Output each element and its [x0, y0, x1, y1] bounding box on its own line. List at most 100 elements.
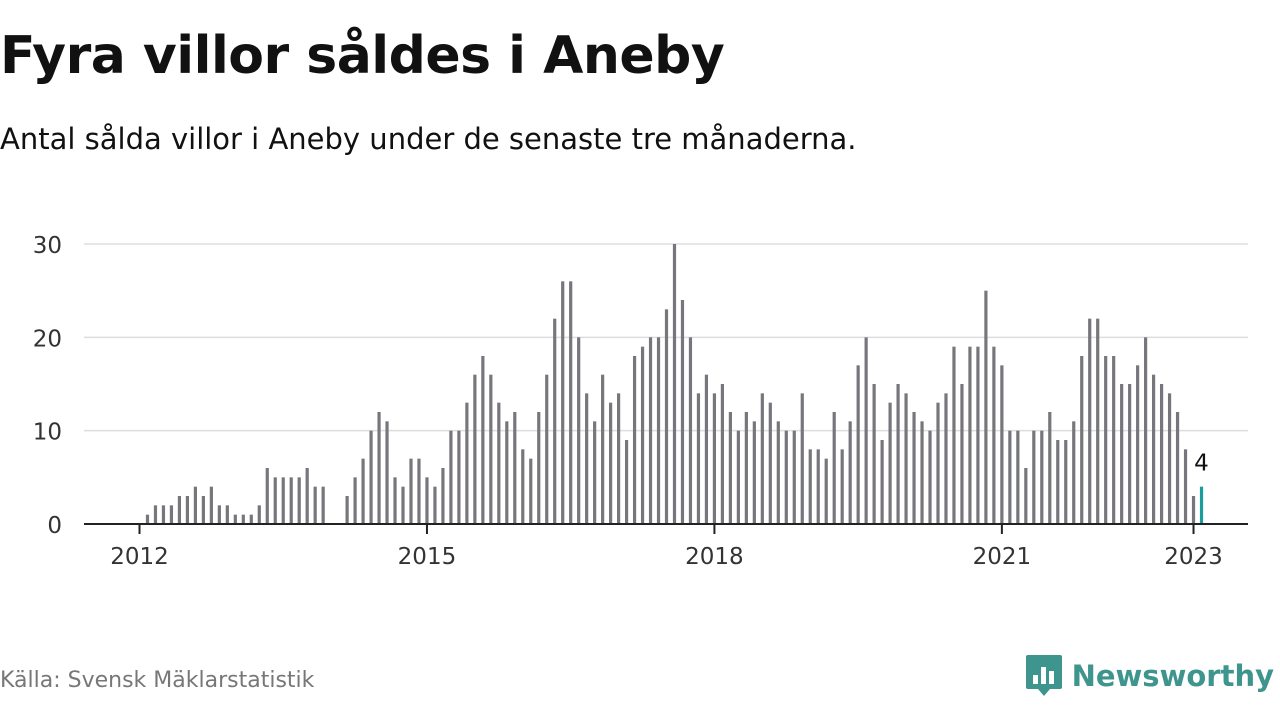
bar [1032, 430, 1036, 524]
y-tick-label: 10 [33, 420, 62, 446]
bar [720, 384, 725, 524]
bar [409, 458, 413, 524]
bar [992, 346, 996, 524]
bar [1064, 440, 1068, 524]
bar [1175, 412, 1180, 524]
bar [1000, 365, 1004, 524]
bar [872, 384, 876, 524]
bar [489, 374, 493, 524]
bar [217, 505, 221, 524]
x-tick-label: 2018 [685, 544, 744, 570]
bar [880, 440, 884, 524]
bar [848, 421, 852, 524]
bar [273, 477, 277, 524]
bar [345, 496, 349, 524]
bar [201, 496, 205, 524]
bar [585, 393, 589, 524]
bar [752, 421, 756, 524]
bar [984, 290, 988, 524]
bar [864, 337, 868, 524]
bar [944, 393, 948, 524]
bar [281, 477, 285, 524]
bar [912, 412, 916, 524]
bar [513, 412, 517, 524]
x-axis-ticks: 2012 2015 2018 2021 2023 [110, 524, 1223, 570]
bar [425, 477, 429, 524]
bar [760, 393, 764, 524]
y-axis-ticks: 0 10 20 30 [33, 233, 62, 539]
bar [1112, 356, 1116, 524]
bar [624, 440, 629, 524]
x-tick-label: 2023 [1164, 544, 1223, 570]
bar [209, 486, 213, 524]
bar [712, 393, 717, 524]
bar [776, 421, 780, 524]
bar [185, 496, 190, 524]
bar [449, 430, 453, 524]
bar [1120, 384, 1124, 524]
chart-title: Fyra villor såldes i Aneby [0, 26, 725, 86]
bar [417, 458, 421, 524]
bar [1104, 356, 1108, 524]
y-tick-label: 0 [47, 513, 62, 539]
bar [672, 244, 677, 524]
bar [297, 477, 301, 524]
bar [936, 402, 940, 524]
bar [840, 449, 844, 524]
x-tick-label: 2015 [398, 544, 457, 570]
bar [1151, 374, 1156, 524]
bar [664, 309, 669, 524]
bar [1072, 421, 1076, 524]
bar [577, 337, 581, 524]
bar [177, 496, 182, 524]
bar [1080, 356, 1084, 524]
newsworthy-chat-chart-icon [1025, 655, 1062, 696]
bar [233, 514, 237, 524]
bar [617, 393, 621, 524]
bar [1016, 430, 1020, 524]
bar [928, 430, 932, 524]
bar [696, 393, 701, 524]
newsworthy-logo: Newsworthy [1025, 654, 1274, 698]
bar [353, 477, 357, 524]
bar [1056, 440, 1060, 524]
bar [497, 402, 501, 524]
bar [648, 337, 653, 524]
bar [153, 505, 158, 524]
bar [1040, 430, 1044, 524]
bar [680, 300, 685, 524]
y-tick-label: 20 [33, 326, 62, 352]
bar [225, 505, 229, 524]
bar [976, 346, 980, 524]
bar [609, 402, 613, 524]
bar [537, 412, 541, 524]
bar [545, 374, 549, 524]
bar [1136, 365, 1140, 524]
bar [393, 477, 397, 524]
bar [920, 421, 924, 524]
highlight-value-label: 4 [1194, 451, 1209, 477]
bar [968, 346, 972, 524]
bar [465, 402, 469, 524]
bar [289, 477, 293, 524]
bar [856, 365, 860, 524]
bar [313, 486, 317, 524]
bar [361, 458, 365, 524]
bar [457, 430, 461, 524]
bar [305, 468, 309, 524]
bar-highlight [1199, 486, 1204, 524]
bar [401, 486, 405, 524]
bar [161, 505, 166, 524]
bar [1159, 384, 1164, 524]
bar [441, 468, 445, 524]
bar [640, 346, 645, 524]
bar [768, 402, 772, 524]
bar [593, 421, 597, 524]
bar [656, 337, 661, 524]
bar [1088, 318, 1092, 524]
bar [728, 412, 732, 524]
bar [832, 412, 836, 524]
bar [249, 514, 253, 524]
bar [688, 337, 693, 524]
bar [1096, 318, 1100, 524]
